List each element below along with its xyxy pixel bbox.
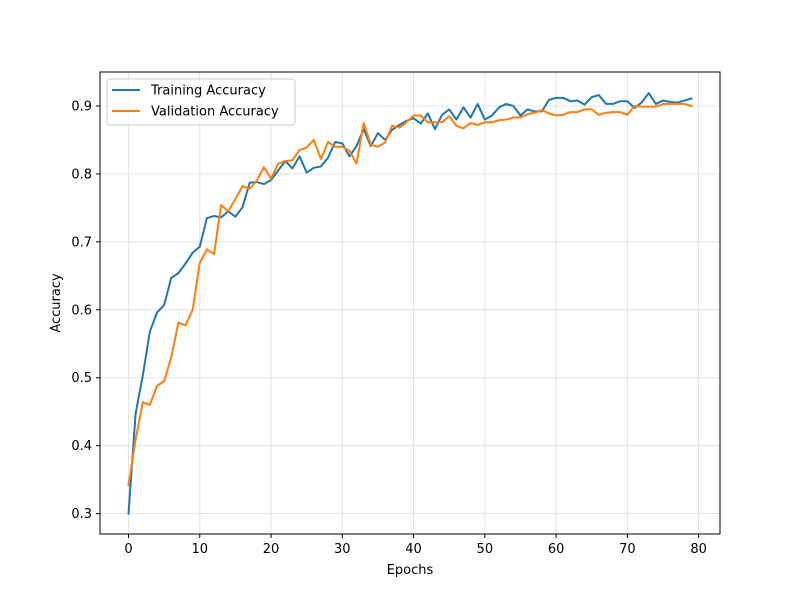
y-tick-label: 0.4 [71, 439, 92, 454]
series-lines [127, 92, 693, 515]
x-tick-label: 80 [690, 542, 707, 557]
x-tick-label: 70 [619, 542, 636, 557]
legend: Training Accuracy Validation Accuracy [106, 78, 296, 126]
y-axis-ticks: 0.3 0.4 0.5 0.6 0.7 0.8 0.9 [71, 99, 100, 522]
x-tick-label: 50 [477, 542, 494, 557]
y-tick-label: 0.8 [71, 167, 92, 182]
y-tick-label: 0.3 [71, 507, 92, 522]
series-line-validation-accuracy [127, 102, 693, 487]
x-tick-label: 30 [334, 542, 351, 557]
x-tick-label: 20 [263, 542, 280, 557]
x-axis-label: Epochs [387, 563, 434, 578]
legend-label-validation-accuracy: Validation Accuracy [151, 105, 279, 120]
legend-box [106, 78, 296, 126]
x-tick-label: 10 [191, 542, 208, 557]
x-tick-label: 0 [124, 542, 132, 557]
x-axis-ticks: 0 10 20 30 40 50 60 70 80 [124, 534, 707, 557]
y-axis-label: Accuracy [49, 273, 64, 333]
y-tick-label: 0.6 [71, 303, 92, 318]
y-tick-label: 0.7 [71, 235, 92, 250]
grid [100, 72, 720, 534]
x-tick-label: 40 [405, 542, 422, 557]
y-tick-label: 0.5 [71, 371, 92, 386]
plot-frame [99, 71, 721, 535]
legend-label-training-accuracy: Training Accuracy [150, 84, 266, 99]
y-tick-label: 0.9 [71, 99, 92, 114]
x-tick-label: 60 [548, 542, 565, 557]
